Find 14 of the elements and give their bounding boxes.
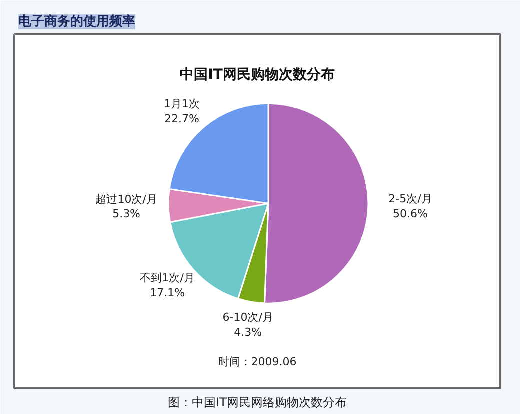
text: 电子商务的使用频率 [18, 14, 136, 30]
slice-label: 1月1次 [164, 97, 200, 110]
slice-label: 6-10次/月 [222, 310, 274, 324]
data-label: 17.1% [150, 286, 186, 300]
text: 时间：2009.06 [218, 355, 297, 368]
data-label: 4.3% [234, 326, 262, 339]
data-label: 22.7% [164, 112, 200, 126]
slice-label: 不到1次/月 [140, 272, 195, 285]
chart-title: 中国IT网民购物次数分布 [180, 67, 335, 84]
data-label: 5.3% [112, 208, 141, 221]
slice-label: 超过10次/月 [96, 192, 158, 206]
slice-label: 2-5次/月 [388, 192, 432, 206]
data-label: 50.6% [393, 207, 428, 220]
text: 图：中国IT网民网络购物次数分布 [168, 396, 347, 410]
